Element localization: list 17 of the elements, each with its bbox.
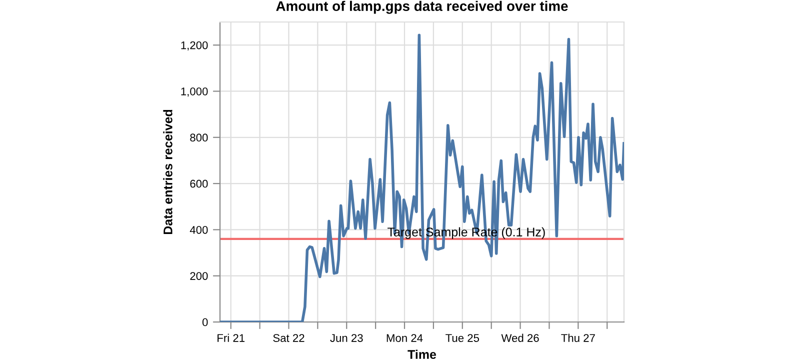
x-tick-label: Wed 26: [501, 334, 539, 342]
x-tick-label: Thu 27: [561, 334, 595, 342]
y-tick-label: 800: [190, 134, 208, 142]
y-tick-label: 200: [190, 272, 208, 280]
x-tick-label: Sat 22: [273, 334, 304, 342]
y-tick-label: 1,200: [181, 41, 208, 51]
x-tick-label: Mon 24: [386, 334, 423, 342]
y-tick-label: 0: [202, 318, 208, 326]
x-tick-label: Jun 23: [330, 334, 363, 342]
y-tick-label: 400: [190, 226, 208, 234]
x-axis-title: Time: [408, 350, 436, 359]
y-tick-label: 1,000: [181, 88, 208, 97]
y-axis-title: Data entries received: [163, 110, 172, 234]
y-tick-label: 600: [190, 180, 208, 188]
x-tick-label: Tue 25: [446, 334, 480, 342]
x-tick-label: Fri 21: [218, 334, 245, 342]
chart-title: Amount of lamp.gps data received over time: [276, 0, 568, 14]
